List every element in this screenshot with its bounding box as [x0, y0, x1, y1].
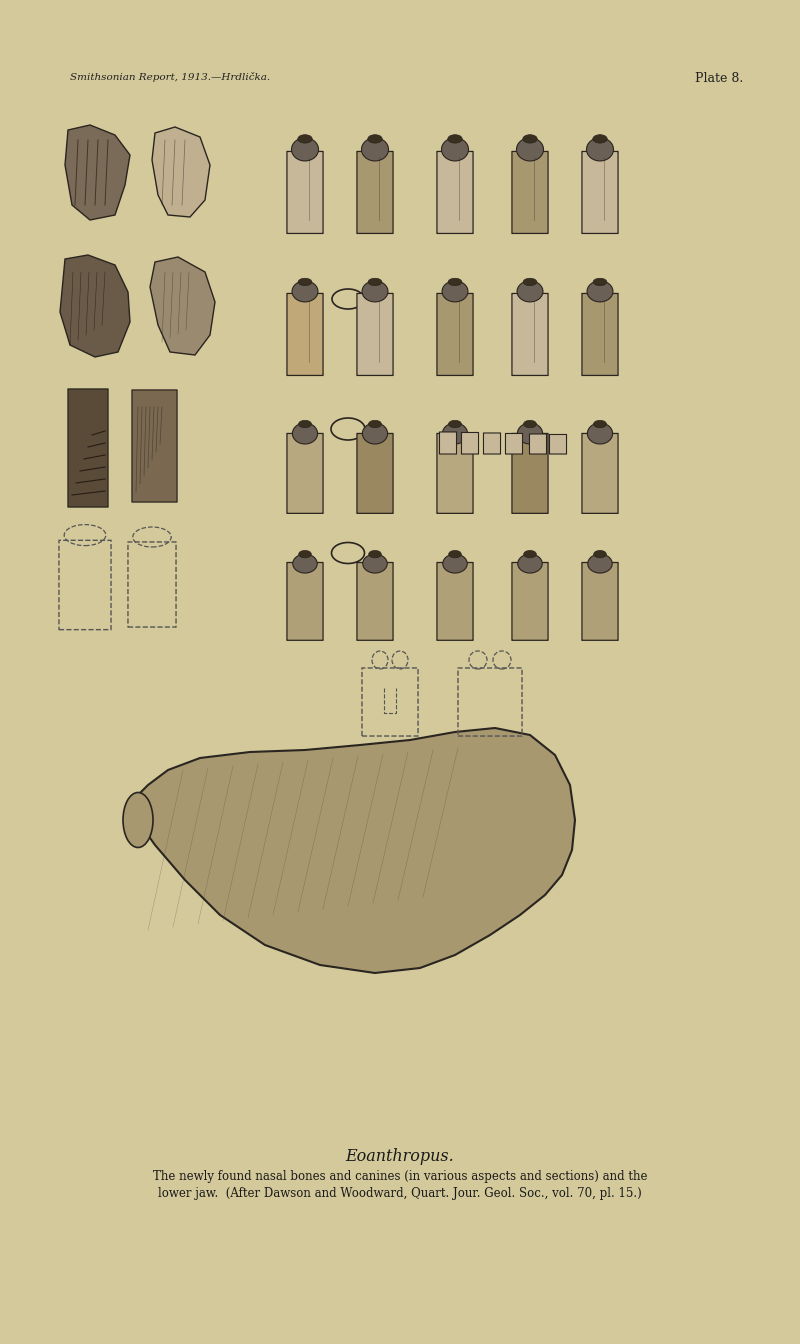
FancyBboxPatch shape — [287, 152, 323, 234]
Ellipse shape — [298, 134, 312, 142]
Ellipse shape — [587, 281, 613, 302]
FancyBboxPatch shape — [439, 431, 457, 454]
FancyBboxPatch shape — [462, 433, 478, 454]
Text: The newly found nasal bones and canines (in various aspects and sections) and th: The newly found nasal bones and canines … — [153, 1171, 647, 1183]
FancyBboxPatch shape — [287, 563, 323, 640]
Ellipse shape — [298, 421, 311, 427]
Ellipse shape — [293, 423, 318, 444]
FancyBboxPatch shape — [68, 388, 108, 507]
Ellipse shape — [586, 138, 614, 161]
Ellipse shape — [362, 138, 389, 161]
Text: Eoanthropus.: Eoanthropus. — [346, 1148, 454, 1165]
FancyBboxPatch shape — [357, 563, 393, 640]
Ellipse shape — [517, 138, 543, 161]
Ellipse shape — [369, 551, 382, 558]
Ellipse shape — [588, 554, 612, 573]
FancyBboxPatch shape — [512, 563, 548, 640]
Ellipse shape — [298, 278, 312, 286]
FancyBboxPatch shape — [437, 434, 473, 513]
FancyBboxPatch shape — [530, 434, 546, 454]
Ellipse shape — [369, 421, 382, 427]
Ellipse shape — [442, 554, 467, 573]
FancyBboxPatch shape — [506, 434, 522, 454]
FancyBboxPatch shape — [550, 434, 566, 454]
Ellipse shape — [593, 278, 607, 286]
FancyBboxPatch shape — [437, 152, 473, 234]
Ellipse shape — [594, 551, 606, 558]
FancyBboxPatch shape — [132, 390, 177, 503]
FancyBboxPatch shape — [437, 563, 473, 640]
Ellipse shape — [524, 551, 536, 558]
Ellipse shape — [593, 134, 607, 142]
Ellipse shape — [594, 421, 606, 427]
Ellipse shape — [368, 278, 382, 286]
Ellipse shape — [298, 551, 311, 558]
Ellipse shape — [523, 134, 538, 142]
Ellipse shape — [523, 278, 537, 286]
FancyBboxPatch shape — [357, 152, 393, 234]
FancyBboxPatch shape — [287, 293, 323, 375]
Ellipse shape — [362, 423, 388, 444]
FancyBboxPatch shape — [582, 563, 618, 640]
Ellipse shape — [518, 554, 542, 573]
Ellipse shape — [587, 423, 613, 444]
Text: lower jaw.  (After Dawson and Woodward, Quart. Jour. Geol. Soc., vol. 70, pl. 15: lower jaw. (After Dawson and Woodward, Q… — [158, 1187, 642, 1200]
FancyBboxPatch shape — [582, 293, 618, 375]
FancyBboxPatch shape — [582, 152, 618, 234]
Polygon shape — [150, 257, 215, 355]
FancyBboxPatch shape — [512, 434, 548, 513]
Ellipse shape — [449, 421, 462, 427]
Ellipse shape — [449, 551, 462, 558]
Ellipse shape — [291, 138, 318, 161]
Ellipse shape — [518, 423, 542, 444]
FancyBboxPatch shape — [512, 293, 548, 375]
FancyBboxPatch shape — [287, 434, 323, 513]
Ellipse shape — [362, 281, 388, 302]
Ellipse shape — [293, 554, 318, 573]
Ellipse shape — [442, 281, 468, 302]
Polygon shape — [60, 255, 130, 358]
Ellipse shape — [368, 134, 382, 142]
Ellipse shape — [292, 281, 318, 302]
Polygon shape — [130, 728, 575, 973]
FancyBboxPatch shape — [357, 434, 393, 513]
FancyBboxPatch shape — [357, 293, 393, 375]
Polygon shape — [65, 125, 130, 220]
Ellipse shape — [448, 134, 462, 142]
Ellipse shape — [523, 421, 537, 427]
Ellipse shape — [517, 281, 543, 302]
Ellipse shape — [362, 554, 387, 573]
Ellipse shape — [442, 423, 467, 444]
FancyBboxPatch shape — [437, 293, 473, 375]
Ellipse shape — [448, 278, 462, 286]
Ellipse shape — [123, 793, 153, 848]
Ellipse shape — [442, 138, 469, 161]
Text: Smithsonian Report, 1913.—Hrdlička.: Smithsonian Report, 1913.—Hrdlička. — [70, 73, 270, 82]
Polygon shape — [152, 126, 210, 216]
FancyBboxPatch shape — [512, 152, 548, 234]
Text: Plate 8.: Plate 8. — [695, 73, 743, 85]
FancyBboxPatch shape — [582, 434, 618, 513]
FancyBboxPatch shape — [483, 433, 501, 454]
